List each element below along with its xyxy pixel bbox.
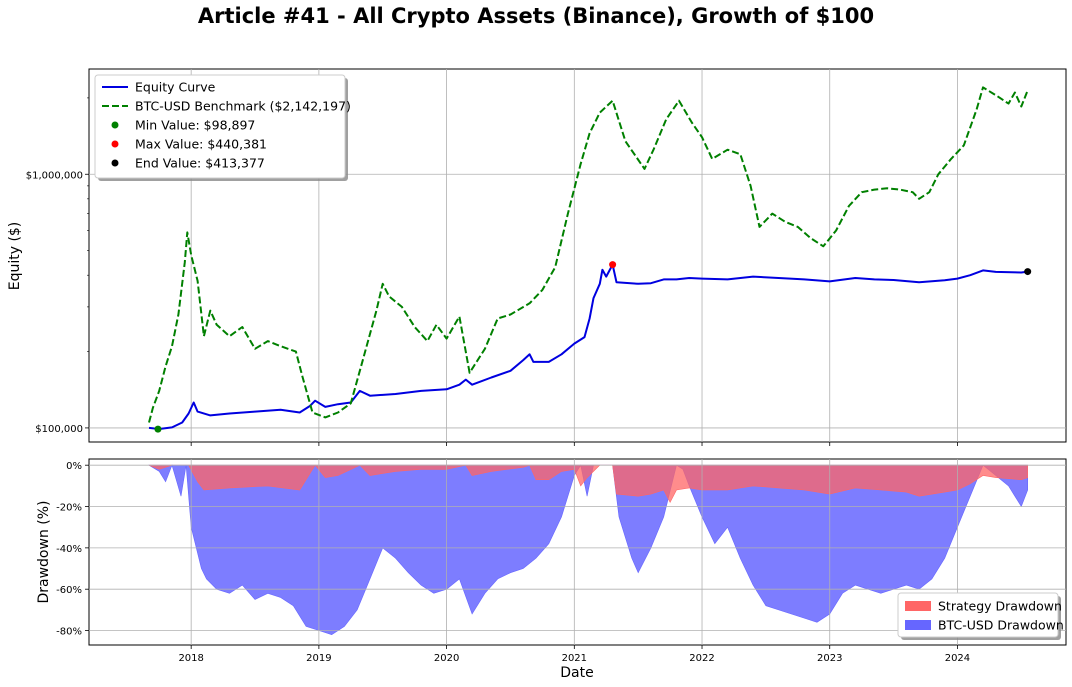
drawdown-y-tick-label: -40% (56, 544, 82, 555)
drawdown-x-axis-label: Date (560, 665, 593, 681)
legend-swatch-btc-drawdown (905, 620, 931, 630)
drawdown-legend: Strategy Drawdown BTC-USD Drawdown (897, 592, 1064, 640)
drawdown-series-layer (147, 464, 1028, 636)
drawdown-x-tick-label: 2021 (562, 653, 587, 664)
equity-y-ticks: $100,000 $1,000,000 (26, 97, 89, 435)
drawdown-y-tick-label: -60% (56, 585, 82, 596)
max-value-marker (609, 261, 617, 269)
equity-legend: Equity Curve BTC-USD Benchmark ($2,142,19… (94, 74, 351, 181)
drawdown-x-tick-label: 2020 (434, 653, 459, 664)
drawdown-x-tick-label: 2018 (178, 653, 203, 664)
equity-y-tick-label: $1,000,000 (26, 170, 83, 181)
equity-y-axis-label: Equity ($) (7, 222, 23, 291)
end-value-marker (1024, 268, 1032, 276)
drawdown-y-tick-label: -80% (56, 627, 82, 638)
equity-legend-label: Max Value: $440,381 (135, 137, 267, 152)
figure-title: Article #41 - All Crypto Assets (Binance… (197, 4, 875, 28)
drawdown-y-tick-label: 0% (66, 461, 82, 472)
drawdown-x-ticks: 2018 2019 2020 2021 2022 2023 2024 (178, 645, 970, 664)
drawdown-legend-box (897, 592, 1059, 638)
equity-x-ticks (190, 442, 958, 446)
legend-swatch-marker (111, 159, 119, 167)
equity-curve-line (148, 263, 1028, 430)
min-value-marker (154, 425, 162, 433)
btc-benchmark-line (148, 86, 1029, 423)
drawdown-y-ticks: 0% -20% -40% -60% -80% (56, 461, 89, 638)
equity-legend-label: End Value: $413,377 (135, 156, 265, 171)
equity-series-layer (148, 86, 1029, 430)
drawdown-x-tick-label: 2022 (689, 653, 714, 664)
equity-legend-box (94, 74, 346, 179)
strategy-drawdown-area (148, 464, 1028, 504)
drawdown-x-tick-label: 2023 (817, 653, 842, 664)
equity-y-tick-label: $100,000 (35, 424, 83, 435)
drawdown-x-tick-label: 2019 (306, 653, 331, 664)
legend-swatch-marker (111, 140, 119, 148)
legend-swatch-marker (111, 121, 119, 129)
drawdown-legend-label: BTC-USD Drawdown (938, 618, 1064, 633)
btc-drawdown-area (147, 464, 1028, 636)
legend-swatch-strategy-drawdown (905, 601, 931, 611)
drawdown-y-tick-label: -20% (56, 503, 82, 514)
equity-legend-label: Equity Curve (135, 80, 216, 95)
drawdown-panel: 0%-20%-40%-60%-80% 2018 2019 2020 2021 2022 2… (36, 458, 1067, 681)
drawdown-x-tick-label: 2024 (945, 653, 970, 664)
equity-legend-label: BTC-USD Benchmark ($2,142,197) (135, 99, 351, 114)
drawdown-y-axis-label: Drawdown (%) (36, 500, 52, 603)
equity-markers-layer (154, 261, 1032, 433)
equity-panel: $100,000 $1,000,000 Equity ($) Equity Cur… (7, 68, 1067, 446)
equity-legend-label: Min Value: $98,897 (135, 118, 255, 133)
drawdown-legend-label: Strategy Drawdown (938, 599, 1062, 614)
